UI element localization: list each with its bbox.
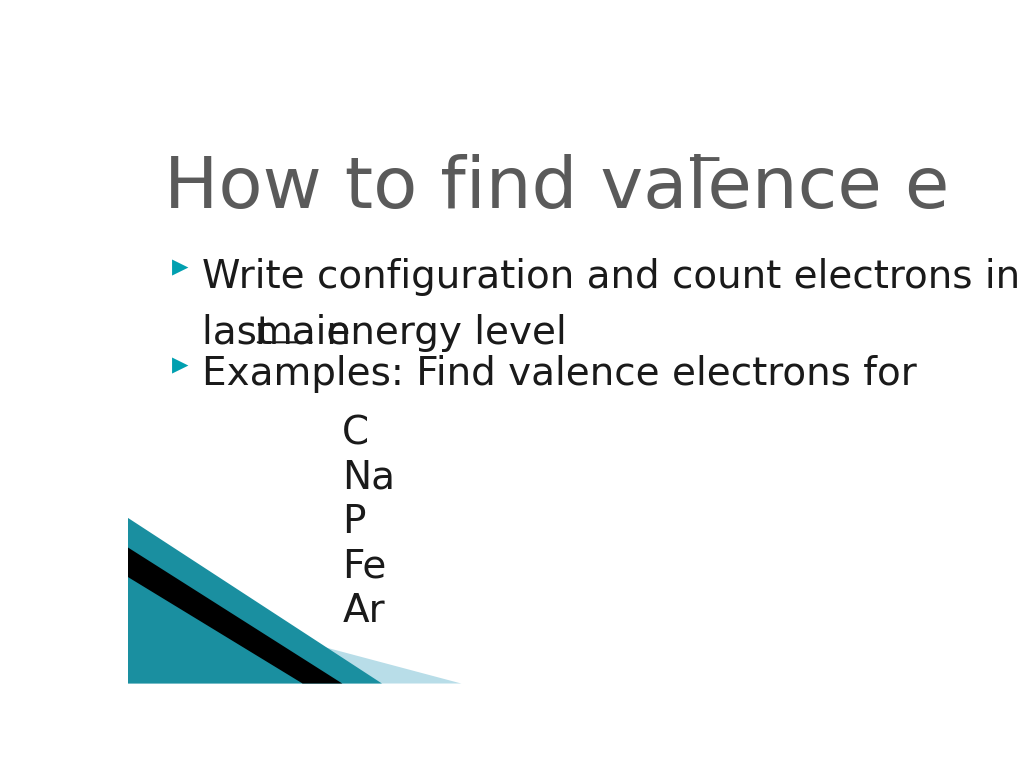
Polygon shape	[128, 595, 461, 684]
Text: Write configuration and count electrons in: Write configuration and count electrons …	[202, 258, 1020, 296]
Text: energy level: energy level	[314, 314, 567, 352]
Text: P: P	[342, 503, 366, 541]
Text: ▶: ▶	[172, 356, 188, 376]
Text: ▶: ▶	[172, 258, 188, 278]
Text: How to find valence e: How to find valence e	[164, 154, 949, 223]
Text: main: main	[255, 314, 352, 352]
Text: C: C	[342, 415, 370, 452]
Text: Na: Na	[342, 458, 395, 497]
Text: Examples: Find valence electrons for: Examples: Find valence electrons for	[202, 356, 916, 393]
Polygon shape	[128, 548, 342, 684]
Text: last: last	[202, 314, 285, 352]
Text: Fe: Fe	[342, 548, 387, 585]
Text: −: −	[684, 140, 723, 184]
Text: Ar: Ar	[342, 592, 385, 630]
Polygon shape	[128, 518, 382, 684]
